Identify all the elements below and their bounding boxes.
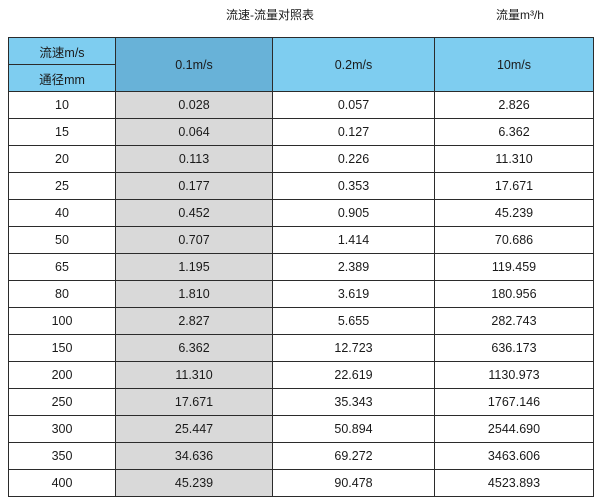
cell-flow-0.1ms: 1.195: [115, 253, 273, 281]
cell-nominal-diameter: 20: [8, 145, 116, 173]
cell-nominal-diameter: 15: [8, 118, 116, 146]
caption-row: 流速-流量对照表 流量m³/h: [0, 0, 600, 37]
table-row: 15 0.064 0.127 6.362: [8, 118, 594, 146]
cell-flow-0.1ms: 0.452: [115, 199, 273, 227]
cell-flow-10ms: 4523.893: [434, 469, 594, 497]
table-row: 50 0.707 1.414 70.686: [8, 226, 594, 254]
header-col-0.2ms: 0.2m/s: [272, 37, 435, 92]
cell-nominal-diameter: 25: [8, 172, 116, 200]
cell-nominal-diameter: 250: [8, 388, 116, 416]
cell-flow-0.2ms: 1.414: [272, 226, 435, 254]
table-row: 100 2.827 5.655 282.743: [8, 307, 594, 335]
header-velocity-label: 流速m/s: [8, 37, 116, 65]
cell-flow-0.1ms: 6.362: [115, 334, 273, 362]
cell-flow-10ms: 282.743: [434, 307, 594, 335]
cell-flow-10ms: 11.310: [434, 145, 594, 173]
cell-flow-0.1ms: 34.636: [115, 442, 273, 470]
header-row-top: 流速m/s 0.1m/s 0.2m/s 10m/s: [8, 37, 594, 92]
cell-flow-10ms: 636.173: [434, 334, 594, 362]
cell-nominal-diameter: 300: [8, 415, 116, 443]
table-row: 40 0.452 0.905 45.239: [8, 199, 594, 227]
table-row: 65 1.195 2.389 119.459: [8, 253, 594, 281]
header-row-bottom: 通径mm: [8, 64, 594, 92]
flow-unit-label: 流量m³/h: [495, 8, 544, 22]
table-body: 10 0.028 0.057 2.826 15 0.064 0.127 6.362 20 0.11…: [8, 91, 594, 497]
cell-nominal-diameter: 80: [8, 280, 116, 308]
cell-nominal-diameter: 200: [8, 361, 116, 389]
cell-flow-0.1ms: 0.177: [115, 172, 273, 200]
cell-flow-0.1ms: 17.671: [115, 388, 273, 416]
cell-flow-10ms: 70.686: [434, 226, 594, 254]
cell-flow-0.2ms: 2.389: [272, 253, 435, 281]
table-row: 150 6.362 12.723 636.173: [8, 334, 594, 362]
table-row: 250 17.671 35.343 1767.146: [8, 388, 594, 416]
table-row: 400 45.239 90.478 4523.893: [8, 469, 594, 497]
cell-nominal-diameter: 50: [8, 226, 116, 254]
cell-flow-10ms: 3463.606: [434, 442, 594, 470]
table-row: 350 34.636 69.272 3463.606: [8, 442, 594, 470]
cell-nominal-diameter: 40: [8, 199, 116, 227]
cell-flow-0.2ms: 0.057: [272, 91, 435, 119]
cell-flow-10ms: 17.671: [434, 172, 594, 200]
cell-flow-0.2ms: 90.478: [272, 469, 435, 497]
cell-flow-0.1ms: 1.810: [115, 280, 273, 308]
table-header: 流速m/s 0.1m/s 0.2m/s 10m/s 通径mm: [8, 37, 594, 92]
table-row: 200 11.310 22.619 1130.973: [8, 361, 594, 389]
cell-flow-0.2ms: 0.905: [272, 199, 435, 227]
cell-flow-0.2ms: 12.723: [272, 334, 435, 362]
cell-flow-0.1ms: 45.239: [115, 469, 273, 497]
cell-flow-0.1ms: 0.028: [115, 91, 273, 119]
cell-flow-0.1ms: 11.310: [115, 361, 273, 389]
flow-velocity-table-container: 流速m/s 0.1m/s 0.2m/s 10m/s 通径mm 10 0.028 0.…: [8, 37, 594, 497]
cell-flow-0.2ms: 5.655: [272, 307, 435, 335]
cell-flow-10ms: 6.362: [434, 118, 594, 146]
cell-flow-10ms: 1130.973: [434, 361, 594, 389]
cell-nominal-diameter: 100: [8, 307, 116, 335]
cell-nominal-diameter: 400: [8, 469, 116, 497]
cell-nominal-diameter: 10: [8, 91, 116, 119]
cell-flow-0.1ms: 25.447: [115, 415, 273, 443]
cell-flow-10ms: 2544.690: [434, 415, 594, 443]
cell-flow-0.2ms: 0.127: [272, 118, 435, 146]
cell-flow-10ms: 180.956: [434, 280, 594, 308]
cell-nominal-diameter: 65: [8, 253, 116, 281]
cell-flow-0.1ms: 2.827: [115, 307, 273, 335]
cell-flow-0.1ms: 0.064: [115, 118, 273, 146]
cell-flow-0.2ms: 50.894: [272, 415, 435, 443]
cell-flow-10ms: 45.239: [434, 199, 594, 227]
cell-flow-0.1ms: 0.113: [115, 145, 273, 173]
cell-nominal-diameter: 150: [8, 334, 116, 362]
cell-flow-0.2ms: 0.353: [272, 172, 435, 200]
header-col-10ms: 10m/s: [434, 37, 594, 92]
cell-flow-0.2ms: 22.619: [272, 361, 435, 389]
table-row: 80 1.810 3.619 180.956: [8, 280, 594, 308]
cell-flow-10ms: 119.459: [434, 253, 594, 281]
cell-flow-0.2ms: 35.343: [272, 388, 435, 416]
table-row: 300 25.447 50.894 2544.690: [8, 415, 594, 443]
header-diameter-label: 通径mm: [8, 64, 116, 92]
cell-flow-0.2ms: 3.619: [272, 280, 435, 308]
cell-nominal-diameter: 350: [8, 442, 116, 470]
header-col-0.1ms: 0.1m/s: [115, 37, 273, 92]
table-row: 10 0.028 0.057 2.826: [8, 91, 594, 119]
cell-flow-10ms: 2.826: [434, 91, 594, 119]
cell-flow-0.2ms: 0.226: [272, 145, 435, 173]
cell-flow-10ms: 1767.146: [434, 388, 594, 416]
table-row: 20 0.113 0.226 11.310: [8, 145, 594, 173]
page-title: 流速-流量对照表: [226, 8, 314, 22]
cell-flow-0.1ms: 0.707: [115, 226, 273, 254]
cell-flow-0.2ms: 69.272: [272, 442, 435, 470]
table-row: 25 0.177 0.353 17.671: [8, 172, 594, 200]
flow-velocity-table: 流速m/s 0.1m/s 0.2m/s 10m/s 通径mm 10 0.028 0.…: [8, 37, 594, 497]
